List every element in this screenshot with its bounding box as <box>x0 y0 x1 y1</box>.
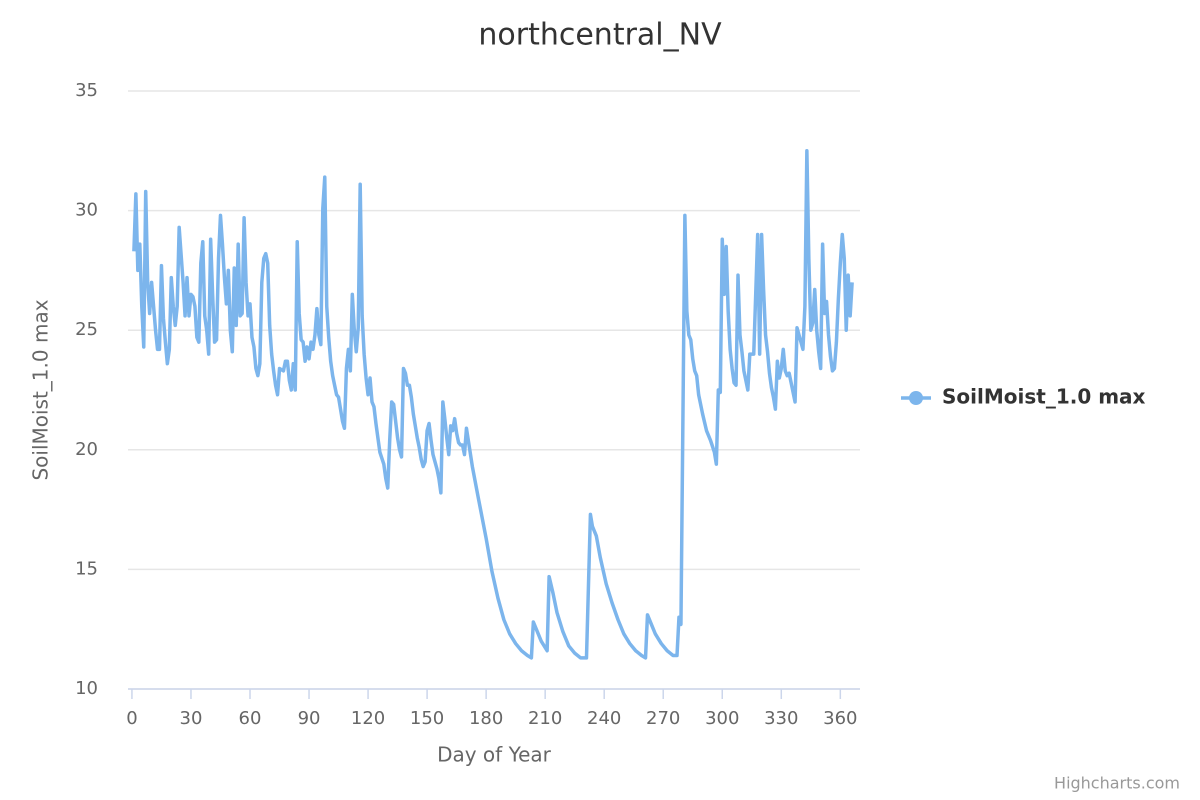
x-axis-title: Day of Year <box>437 743 552 767</box>
x-tick-label: 60 <box>239 708 262 729</box>
x-tick-label: 360 <box>823 708 857 729</box>
x-tick-label: 330 <box>764 708 798 729</box>
y-tick-label: 30 <box>75 200 98 221</box>
chart-title: northcentral_NV <box>478 18 722 53</box>
y-tick-label: 35 <box>75 80 98 101</box>
legend-label: SoilMoist_1.0 max <box>942 385 1146 409</box>
legend-marker <box>909 391 923 405</box>
x-tick-label: 30 <box>180 708 203 729</box>
y-tick-label: 25 <box>75 319 98 340</box>
x-tick-label: 270 <box>646 708 680 729</box>
y-tick-label: 10 <box>75 678 98 699</box>
credits[interactable]: Highcharts.com <box>1054 774 1180 793</box>
x-tick-label: 240 <box>587 708 621 729</box>
x-tick-label: 300 <box>705 708 739 729</box>
x-tick-label: 120 <box>351 708 385 729</box>
y-axis-title: SoilMoist_1.0 max <box>29 299 53 480</box>
y-tick-label: 15 <box>75 558 98 579</box>
x-tick-label: 150 <box>410 708 444 729</box>
x-tick-label: 180 <box>469 708 503 729</box>
y-tick-label: 20 <box>75 439 98 460</box>
data-line <box>132 149 854 660</box>
x-tick-label: 0 <box>126 708 137 729</box>
x-tick-label: 90 <box>298 708 321 729</box>
x-tick-label: 210 <box>528 708 562 729</box>
